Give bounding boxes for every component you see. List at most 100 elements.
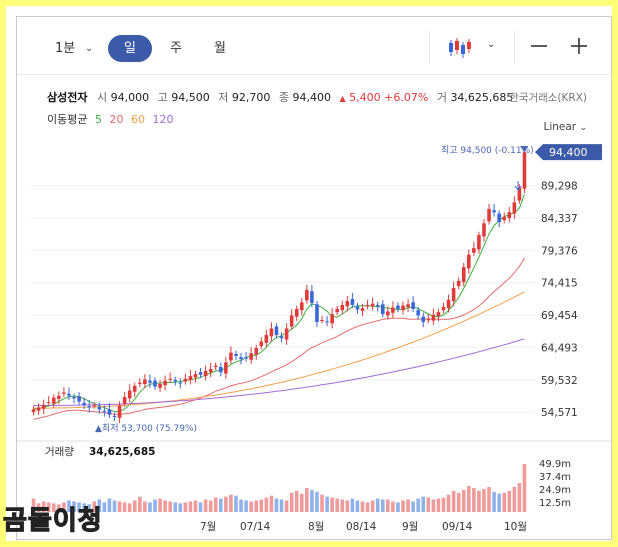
candle-body[interactable] [522, 152, 527, 189]
chevron-down-icon[interactable]: ⌄ [85, 43, 94, 54]
volume-bar[interactable] [436, 498, 441, 512]
volume-bar[interactable] [132, 500, 137, 512]
candle-body[interactable] [264, 334, 269, 343]
candle-body[interactable] [254, 348, 259, 355]
volume-bar[interactable] [472, 487, 476, 512]
chart-type-chevron-icon[interactable]: ⌄ [487, 39, 496, 50]
volume-bar[interactable] [360, 501, 365, 512]
candle-body[interactable] [482, 223, 486, 237]
volume-bar[interactable] [122, 502, 127, 512]
price-chart[interactable]: 89,298 84,337 79,376 74,415 69,454 64,493 59,5… [17, 17, 612, 540]
volume-bar[interactable] [426, 497, 431, 512]
candle-body[interactable] [158, 383, 162, 388]
volume-bar[interactable] [330, 497, 334, 512]
volume-bar[interactable] [82, 503, 86, 512]
candle-body[interactable] [36, 407, 41, 411]
candle-body[interactable] [274, 326, 279, 335]
volume-bar[interactable] [107, 498, 112, 512]
candle-body[interactable] [320, 319, 324, 321]
candle-body[interactable] [97, 406, 102, 410]
candle-body[interactable] [446, 299, 451, 309]
candle-body[interactable] [386, 311, 390, 316]
volume-bar[interactable] [320, 494, 324, 512]
zoom-in-icon[interactable] [568, 34, 590, 58]
candle-body[interactable] [431, 314, 436, 321]
candle-body[interactable] [239, 357, 243, 360]
volume-bar[interactable] [269, 495, 274, 512]
volume-bar[interactable] [507, 490, 512, 512]
volume-bar[interactable] [224, 496, 228, 512]
candle-body[interactable] [67, 393, 71, 396]
volume-bar[interactable] [127, 503, 132, 512]
candle-body[interactable] [426, 319, 431, 321]
volume-bar[interactable] [92, 501, 97, 512]
candle-body[interactable] [117, 405, 122, 418]
candle-body[interactable] [92, 405, 97, 407]
candle-body[interactable] [416, 310, 420, 316]
volume-bar[interactable] [365, 502, 370, 512]
candle-body[interactable] [507, 212, 512, 219]
volume-bar[interactable] [406, 499, 410, 513]
candle-body[interactable] [380, 304, 385, 315]
volume-bar[interactable] [234, 495, 238, 512]
candle-body[interactable] [294, 308, 299, 317]
volume-bar[interactable] [208, 500, 213, 512]
candle-body[interactable] [305, 289, 309, 301]
volume-bar[interactable] [315, 491, 319, 512]
candle-body[interactable] [517, 187, 522, 201]
volume-bar[interactable] [239, 499, 243, 513]
candle-body[interactable] [365, 304, 370, 307]
volume-bar[interactable] [497, 493, 501, 512]
candle-body[interactable] [163, 380, 167, 386]
volume-bar[interactable] [138, 496, 142, 512]
candle-body[interactable] [72, 397, 76, 399]
candle-body[interactable] [370, 303, 375, 307]
candle-body[interactable] [87, 406, 92, 408]
volume-bar[interactable] [299, 493, 304, 512]
candle-body[interactable] [132, 385, 137, 392]
volume-bar[interactable] [57, 504, 61, 512]
volume-bar[interactable] [244, 500, 248, 512]
volume-bar[interactable] [386, 499, 390, 513]
candle-body[interactable] [497, 213, 501, 223]
candle-body[interactable] [188, 376, 193, 381]
volume-bar[interactable] [193, 500, 198, 512]
candle-body[interactable] [492, 210, 496, 213]
volume-bar[interactable] [249, 501, 253, 512]
candle-body[interactable] [502, 216, 507, 221]
volume-bar[interactable] [461, 489, 466, 512]
volume-bar[interactable] [441, 497, 446, 512]
candle-body[interactable] [178, 382, 183, 384]
volume-bar[interactable] [345, 500, 350, 512]
volume-bar[interactable] [466, 486, 471, 512]
candle-body[interactable] [138, 382, 142, 384]
interval-month-button[interactable]: 월 [214, 41, 226, 56]
candle-body[interactable] [51, 397, 56, 404]
candle-body[interactable] [234, 353, 238, 356]
candle-body[interactable] [62, 392, 66, 394]
volume-bar[interactable] [477, 490, 481, 512]
volume-bar[interactable] [421, 496, 426, 512]
ma-20[interactable]: 20 [109, 113, 124, 126]
volume-bar[interactable] [279, 499, 284, 513]
candle-body[interactable] [112, 415, 117, 417]
volume-bar[interactable] [213, 497, 218, 512]
candle-body[interactable] [340, 304, 345, 311]
candle-body[interactable] [193, 374, 198, 378]
candle-body[interactable] [198, 372, 203, 375]
volume-bar[interactable] [62, 502, 66, 512]
volume-bar[interactable] [431, 499, 436, 513]
volume-bar[interactable] [87, 504, 92, 512]
ma-5[interactable]: 5 [94, 113, 102, 126]
candle-body[interactable] [269, 328, 274, 337]
candle-body[interactable] [421, 316, 426, 322]
candle-body[interactable] [375, 304, 380, 307]
volume-bar[interactable] [198, 502, 203, 512]
candle-body[interactable] [244, 357, 248, 359]
volume-bar[interactable] [416, 498, 420, 512]
volume-bar[interactable] [143, 501, 147, 512]
interval-day-button[interactable]: 일 [108, 35, 152, 62]
candle-body[interactable] [168, 378, 172, 380]
candle-body[interactable] [330, 314, 334, 324]
candle-body[interactable] [127, 390, 132, 399]
